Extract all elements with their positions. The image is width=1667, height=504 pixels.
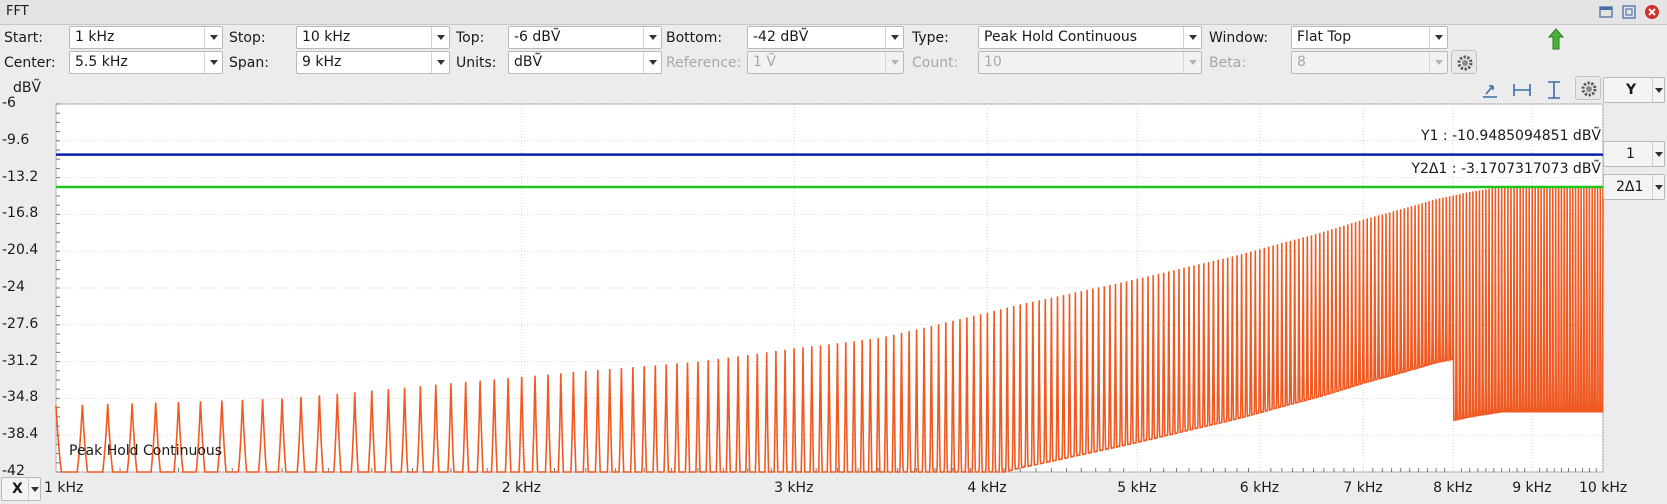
- window-title: FFT: [6, 4, 29, 19]
- bottom-label: Bottom:: [666, 30, 723, 46]
- window-label: Window:: [1209, 30, 1269, 46]
- y-tick-label: -20.4: [2, 242, 39, 259]
- title-bar: FFT: [0, 0, 1667, 25]
- y-axis-select-value: Y: [1626, 82, 1637, 98]
- cursor-y1-label: Y1 : -10.9485094851 dBṼ: [1421, 128, 1601, 144]
- chevron-down-icon[interactable]: [643, 52, 661, 73]
- bottom-combo[interactable]: -42 dBṼ: [747, 26, 904, 49]
- bottom-value: -42 dBṼ: [753, 29, 809, 45]
- type-combo[interactable]: Peak Hold Continuous: [978, 26, 1202, 49]
- stop-value: 10 kHz: [302, 29, 351, 45]
- count-value: 10: [984, 54, 1002, 70]
- y-tick-label: -13.2: [2, 168, 39, 185]
- span-combo[interactable]: 9 kHz: [296, 51, 450, 74]
- chevron-down-icon: [1183, 52, 1201, 73]
- restore-icon[interactable]: [1598, 4, 1614, 20]
- stop-label: Stop:: [229, 30, 266, 46]
- x-tick-label: 4 kHz: [967, 480, 1007, 496]
- center-value: 5.5 kHz: [75, 54, 128, 70]
- y-tick-label: -42: [2, 463, 25, 479]
- y-axis-select[interactable]: Y: [1603, 77, 1665, 103]
- top-label: Top:: [456, 30, 485, 46]
- cursor2-select[interactable]: 2Δ1: [1603, 174, 1665, 200]
- reference-combo: 1 Ṽ: [747, 51, 904, 74]
- x-tick-label: 10 kHz: [1579, 480, 1628, 496]
- type-label: Type:: [912, 30, 949, 46]
- center-label: Center:: [4, 55, 56, 71]
- y-tick-label: -31.2: [2, 352, 39, 369]
- start-label: Start:: [4, 30, 43, 46]
- span-value: 9 kHz: [302, 54, 342, 70]
- x-axis-select[interactable]: X: [1, 477, 41, 501]
- x-tick-label: 3 kHz: [774, 480, 814, 496]
- window-value: Flat Top: [1297, 29, 1352, 45]
- beta-combo: 8: [1291, 51, 1448, 74]
- chevron-down-icon[interactable]: [643, 27, 661, 48]
- y-tick-label: -38.4: [2, 426, 39, 443]
- cursor1-select-value: 1: [1626, 146, 1635, 162]
- chevron-down-icon[interactable]: [1429, 27, 1447, 48]
- chevron-down-icon[interactable]: [885, 27, 903, 48]
- beta-label: Beta:: [1209, 55, 1247, 71]
- window-combo[interactable]: Flat Top: [1291, 26, 1448, 49]
- chevron-down-icon[interactable]: [1652, 142, 1664, 166]
- beta-value: 8: [1297, 54, 1306, 70]
- x-tick-label: 7 kHz: [1343, 480, 1383, 496]
- units-combo[interactable]: dBṼ: [508, 51, 662, 74]
- x-tick-label: 6 kHz: [1239, 480, 1280, 496]
- reference-value: 1 Ṽ: [753, 54, 776, 70]
- plot-settings-gear-icon[interactable]: [1575, 76, 1601, 100]
- spectrum-trace: [55, 186, 1604, 473]
- y-tick-label: -6: [2, 95, 16, 111]
- maximize-icon[interactable]: [1621, 4, 1637, 20]
- green-arrow-up-icon[interactable]: [1543, 26, 1569, 50]
- y-tick-label: -24: [2, 279, 25, 295]
- x-tick-label: 5 kHz: [1117, 480, 1157, 496]
- vertical-cursor-icon[interactable]: [1541, 78, 1567, 102]
- settings-gear-icon[interactable]: [1451, 50, 1477, 74]
- type-value: Peak Hold Continuous: [984, 29, 1138, 45]
- y-tick-label: -27.6: [2, 315, 39, 332]
- units-label: Units:: [456, 55, 497, 71]
- chevron-down-icon[interactable]: [1652, 78, 1664, 102]
- chevron-down-icon: [885, 52, 903, 73]
- x-axis-select-value: X: [12, 481, 23, 497]
- chevron-down-icon[interactable]: [1183, 27, 1201, 48]
- y-tick-label: -9.6: [2, 131, 30, 148]
- count-label: Count:: [912, 55, 959, 71]
- stop-combo[interactable]: 10 kHz: [296, 26, 450, 49]
- x-tick-label: 9 kHz: [1512, 480, 1552, 496]
- count-combo: 10: [978, 51, 1202, 74]
- start-combo[interactable]: 1 kHz: [69, 26, 223, 49]
- horizontal-cursor-icon[interactable]: [1509, 78, 1535, 102]
- trace-legend-label: Peak Hold Continuous: [69, 443, 223, 459]
- units-value: dBṼ: [514, 54, 543, 70]
- close-icon[interactable]: [1644, 4, 1660, 20]
- y-tick-label: -16.8: [2, 205, 39, 222]
- y-unit-label: dBṼ: [13, 80, 42, 96]
- cursor-pointer-icon[interactable]: [1477, 78, 1503, 102]
- chevron-down-icon[interactable]: [204, 27, 222, 48]
- chevron-down-icon[interactable]: [28, 478, 40, 500]
- center-combo[interactable]: 5.5 kHz: [69, 51, 223, 74]
- x-tick-label: 2 kHz: [501, 480, 542, 496]
- span-label: Span:: [229, 55, 269, 71]
- chevron-down-icon: [1429, 52, 1447, 73]
- chevron-down-icon[interactable]: [204, 52, 222, 73]
- cursor2-select-value: 2Δ1: [1616, 179, 1644, 195]
- chevron-down-icon[interactable]: [1652, 175, 1664, 199]
- top-combo[interactable]: -6 dBṼ: [508, 26, 662, 49]
- cursor-y2-delta-label: Y2Δ1 : -3.1707317073 dBṼ: [1411, 161, 1601, 177]
- chevron-down-icon[interactable]: [431, 52, 449, 73]
- cursor1-select[interactable]: 1: [1603, 141, 1665, 167]
- x-tick-label: 1 kHz: [44, 480, 84, 496]
- chevron-down-icon[interactable]: [431, 27, 449, 48]
- top-value: -6 dBṼ: [514, 29, 561, 45]
- y-tick-label: -34.8: [2, 389, 39, 406]
- reference-label: Reference:: [666, 55, 742, 71]
- x-tick-label: 8 kHz: [1433, 480, 1473, 496]
- start-value: 1 kHz: [75, 29, 115, 45]
